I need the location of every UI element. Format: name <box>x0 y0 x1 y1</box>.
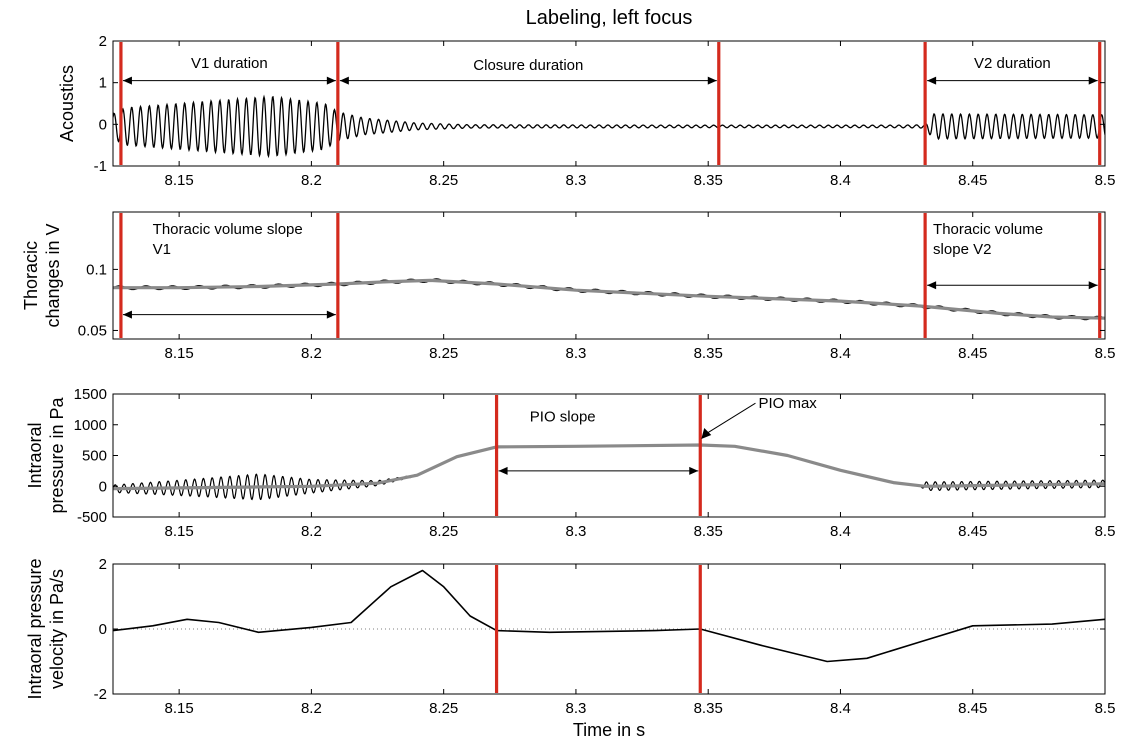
annotation-label: Thoracic volume slope V1 <box>153 221 303 258</box>
velocity-line <box>113 569 1105 663</box>
x-tick-label: 8.5 <box>1095 172 1116 189</box>
y-axis-label: Thoracic changes in V <box>21 223 63 327</box>
x-tick-label: 8.35 <box>694 345 723 362</box>
x-tick-label: 8.15 <box>165 523 194 540</box>
panel-1: 8.15 8.2 8.25 8.3 8.35 8.4 8.45 8.5 -1 0 1 2 Acousti… <box>57 33 1115 189</box>
pio-max-pointer <box>701 402 756 440</box>
x-tick-label: 8.4 <box>830 523 851 540</box>
x-tick-label: 8.5 <box>1095 523 1116 540</box>
acoustic-waveform <box>113 94 1105 159</box>
y-tick-label: -1 <box>94 158 107 175</box>
x-tick-label: 8.2 <box>301 172 322 189</box>
annotation-label: Thoracic volume slope V2 <box>933 221 1043 258</box>
x-tick-label: 8.5 <box>1095 345 1116 362</box>
y-tick-label: 1500 <box>74 386 107 403</box>
x-tick-label: 8.25 <box>429 523 458 540</box>
y-tick-label: 2 <box>99 33 107 50</box>
duration-arrow <box>927 76 1098 85</box>
raw-signal <box>113 444 1105 501</box>
y-tick-label: -2 <box>94 686 107 703</box>
x-axis-label: Time in s <box>573 720 645 740</box>
annotation: Thoracic volume slope V2 <box>927 221 1098 290</box>
duration-arrow <box>122 310 336 319</box>
x-tick-label: 8.25 <box>429 172 458 189</box>
y-tick-label: -500 <box>77 509 107 526</box>
x-tick-label: 8.15 <box>165 172 194 189</box>
raw-signal <box>113 278 1105 321</box>
y-tick-label: 0 <box>99 621 107 638</box>
y-tick-label: 2 <box>99 556 107 573</box>
x-tick-label: 8.2 <box>301 523 322 540</box>
x-tick-label: 8.3 <box>566 700 587 717</box>
x-tick-label: 8.45 <box>958 523 987 540</box>
y-axis-label: Intraoral pressure velocity in Pa/s <box>25 558 67 699</box>
y-tick-label: 1000 <box>74 417 107 434</box>
x-tick-label: 8.15 <box>165 700 194 717</box>
x-tick-label: 8.2 <box>301 345 322 362</box>
annotation-label: Closure duration <box>473 57 583 74</box>
annotation-label: PIO max <box>758 395 817 412</box>
smoothed-trend-line <box>113 443 1105 491</box>
y-tick-label: 500 <box>82 448 107 465</box>
x-tick-label: 8.3 <box>566 345 587 362</box>
x-tick-label: 8.35 <box>694 172 723 189</box>
duration-arrow <box>927 281 1098 290</box>
x-tick-label: 8.45 <box>958 172 987 189</box>
panel-4: 8.15 8.2 8.25 8.3 8.35 8.4 8.45 8.5 -2 0 2 Intraora… <box>25 556 1115 717</box>
panel-2: 8.15 8.2 8.25 8.3 8.35 8.4 8.45 8.5 0.05 0.1 Thora… <box>21 211 1116 362</box>
y-tick-label: 0.05 <box>78 322 107 339</box>
x-tick-label: 8.4 <box>830 172 851 189</box>
figure-title: Labeling, left focus <box>526 7 693 29</box>
duration-arrow <box>122 76 336 85</box>
x-tick-label: 8.35 <box>694 523 723 540</box>
x-tick-label: 8.25 <box>429 700 458 717</box>
x-tick-label: 8.35 <box>694 700 723 717</box>
x-tick-label: 8.3 <box>566 172 587 189</box>
annotation: Thoracic volume slope V1 <box>122 221 336 319</box>
annotation: V2 duration <box>927 55 1098 85</box>
x-tick-label: 8.25 <box>429 345 458 362</box>
x-tick-label: 8.45 <box>958 700 987 717</box>
y-tick-label: 0 <box>99 478 107 495</box>
annotation: PIO slope <box>498 409 699 475</box>
x-tick-label: 8.3 <box>566 523 587 540</box>
x-tick-label: 8.4 <box>830 345 851 362</box>
x-tick-label: 8.15 <box>165 345 194 362</box>
y-tick-label: 1 <box>99 75 107 92</box>
axes-frame <box>112 211 1106 340</box>
annotation-label: V1 duration <box>191 55 268 72</box>
x-tick-label: 8.2 <box>301 700 322 717</box>
x-tick-label: 8.5 <box>1095 700 1116 717</box>
annotation: V1 duration <box>122 55 336 85</box>
y-tick-label: 0 <box>99 116 107 133</box>
x-tick-label: 8.4 <box>830 700 851 717</box>
annotation: Closure duration <box>339 57 717 85</box>
annotation-label: V2 duration <box>974 55 1051 72</box>
y-tick-label: 0.1 <box>86 261 107 278</box>
smoothed-trend-line <box>113 278 1105 320</box>
axes-frame <box>112 40 1106 167</box>
duration-arrow <box>498 466 699 475</box>
panel-3: 8.15 8.2 8.25 8.3 8.35 8.4 8.45 8.5 -500 0 500 1000… <box>25 386 1115 540</box>
x-tick-label: 8.45 <box>958 345 987 362</box>
annotation: PIO max <box>701 395 817 440</box>
y-axis-label: Acoustics <box>57 65 77 142</box>
y-axis-label: Intraoral pressure in Pa <box>25 396 67 513</box>
annotation-label: PIO slope <box>530 409 596 426</box>
duration-arrow <box>339 76 717 85</box>
